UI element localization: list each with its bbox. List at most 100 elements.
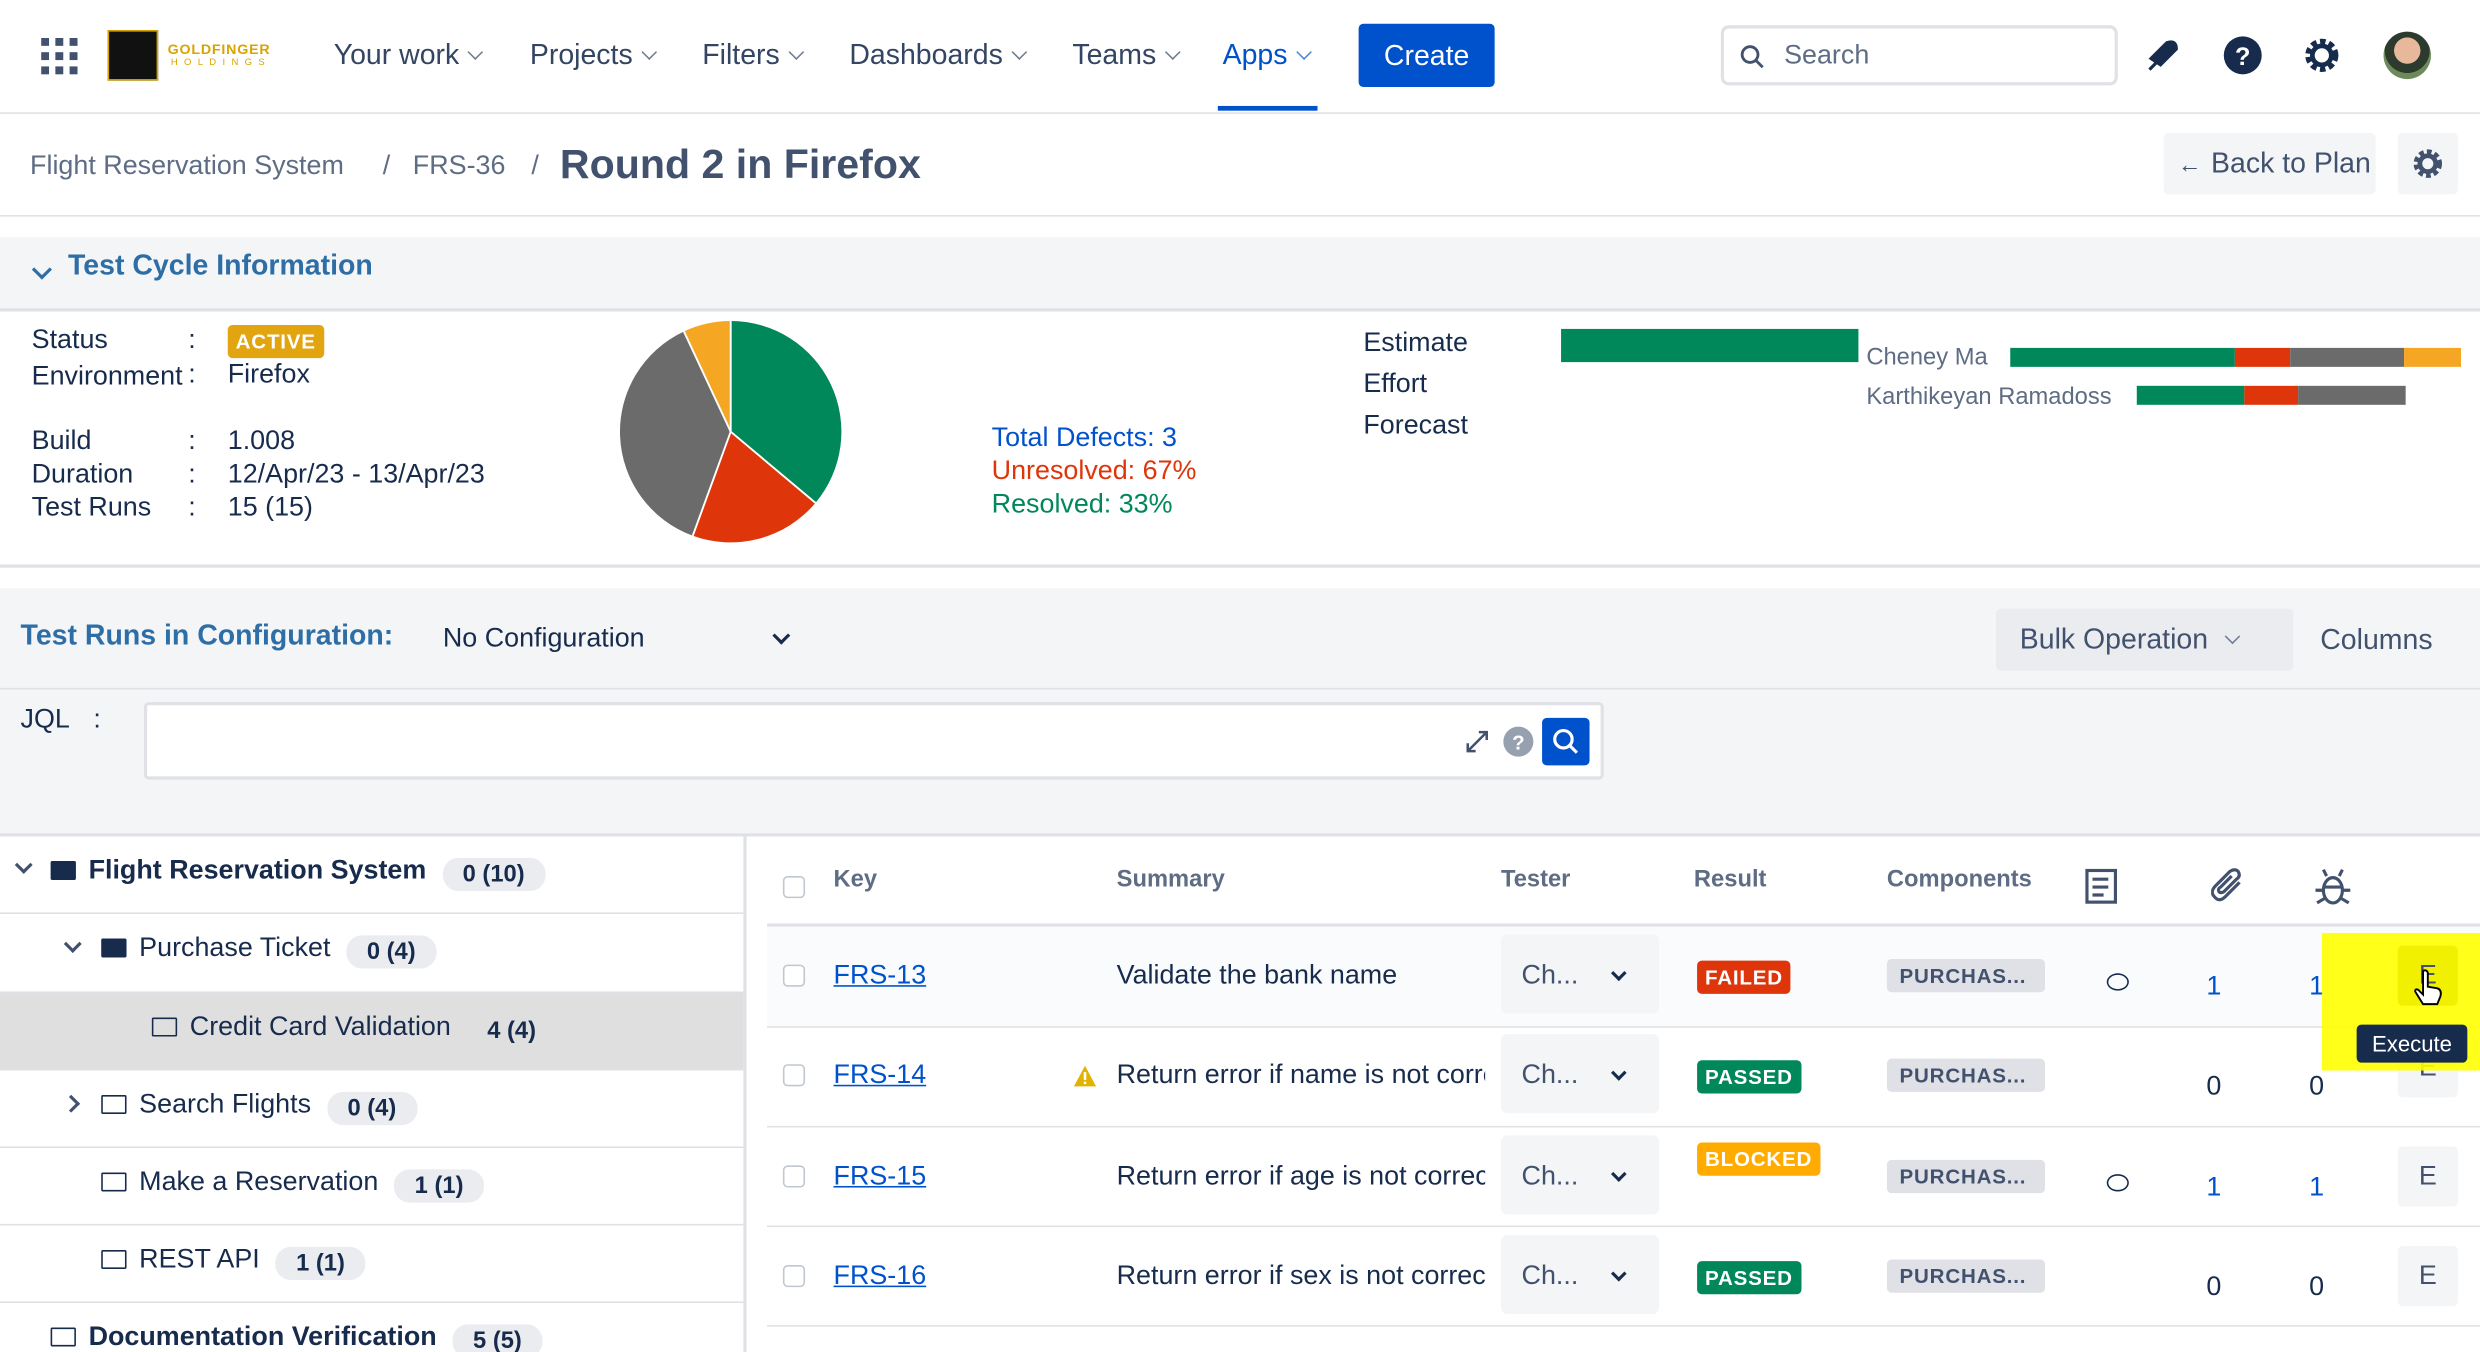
logo-mark xyxy=(107,30,159,81)
avatar[interactable] xyxy=(2383,31,2431,80)
warning-icon xyxy=(1073,1065,1097,1087)
tester-name: Karthikeyan Ramadoss xyxy=(1866,383,2112,411)
component-badge: PURCHAS... xyxy=(1886,1259,2046,1293)
columns-button[interactable]: Columns xyxy=(2320,623,2433,656)
nav-item[interactable]: Teams xyxy=(1072,39,1181,72)
comment-icon[interactable] xyxy=(2106,1174,2129,1192)
defects-unresolved[interactable]: Unresolved: 67% xyxy=(991,455,1197,486)
svg-text:?: ? xyxy=(2235,43,2250,71)
progress-label: Forecast xyxy=(1363,409,1468,440)
defects-total[interactable]: Total Defects: 3 xyxy=(991,422,1178,453)
jql-label: JQL xyxy=(20,703,70,734)
tester-progress-bars xyxy=(2010,347,2462,405)
defect-count[interactable]: 1 xyxy=(2309,1171,2325,1202)
app-switcher[interactable] xyxy=(41,37,79,76)
tree-label: Purchase Ticket xyxy=(139,932,331,963)
divider xyxy=(0,687,2480,690)
nav-item[interactable]: Filters xyxy=(702,39,805,72)
field-separator: : xyxy=(188,358,196,389)
attachment-count[interactable]: 1 xyxy=(2206,1171,2222,1202)
jql-search-button[interactable] xyxy=(1542,717,1590,766)
field-label: Duration xyxy=(31,458,134,489)
section-header xyxy=(0,237,2480,312)
jql-input[interactable] xyxy=(143,702,1604,780)
column-header[interactable]: Key xyxy=(833,865,878,893)
nav-label: Apps xyxy=(1222,38,1288,71)
active-underline xyxy=(1217,105,1318,111)
settings-icon[interactable] xyxy=(2303,36,2341,74)
field-separator: : xyxy=(188,324,196,355)
tree-node[interactable]: Make a Reservation 1 (1) xyxy=(101,1166,485,1203)
defect-count: 0 xyxy=(2309,1271,2325,1302)
row-checkbox[interactable] xyxy=(782,1064,806,1087)
breadcrumb[interactable]: Flight Reservation System xyxy=(30,150,344,181)
section-title[interactable]: Test Cycle Information xyxy=(68,249,373,281)
tree-node[interactable]: REST API 1 (1) xyxy=(101,1244,366,1281)
execute-button[interactable]: E xyxy=(2397,1246,2458,1307)
row-checkbox[interactable] xyxy=(782,964,806,987)
estimate-bar xyxy=(1561,328,1859,363)
issue-key[interactable]: FRS-13 xyxy=(833,959,927,990)
tester-select[interactable] xyxy=(1500,1234,1660,1315)
tree-count: 4 (4) xyxy=(487,1017,536,1045)
column-header[interactable]: Summary xyxy=(1116,865,1225,893)
progress-label: Effort xyxy=(1363,368,1428,399)
field-separator: : xyxy=(188,491,196,522)
execute-button[interactable]: E xyxy=(2397,1146,2458,1207)
status-badge: ACTIVE xyxy=(227,324,324,359)
issue-key[interactable]: FRS-15 xyxy=(833,1160,927,1191)
page-settings-button[interactable] xyxy=(2397,132,2458,195)
tree-node[interactable]: Search Flights 0 (4) xyxy=(101,1089,417,1126)
tree-node[interactable]: Flight Reservation System 0 (10) xyxy=(50,854,546,892)
column-header[interactable]: Tester xyxy=(1500,865,1571,893)
tree-count: 1 (1) xyxy=(394,1169,485,1203)
config-select[interactable]: No Configuration xyxy=(442,623,645,654)
field-value: Firefox xyxy=(227,358,310,389)
nav-item[interactable]: Dashboards xyxy=(849,38,1028,72)
column-header[interactable]: Components xyxy=(1886,865,2032,893)
jql-separator: : xyxy=(93,703,101,734)
tester-select[interactable] xyxy=(1500,1034,1660,1114)
nav-label: Your work xyxy=(333,38,460,71)
tree-label: Flight Reservation System xyxy=(88,854,427,885)
breadcrumb-separator: / xyxy=(382,150,391,181)
tree-node[interactable]: Credit Card Validation 4 (4) xyxy=(151,1011,557,1045)
tree-label: Documentation Verification xyxy=(88,1321,437,1352)
issue-key[interactable]: FRS-16 xyxy=(833,1260,927,1291)
column-header[interactable]: Result xyxy=(1693,865,1767,893)
nav-item-active[interactable]: Apps xyxy=(1222,38,1312,72)
create-button[interactable]: Create xyxy=(1358,23,1495,87)
defects-resolved[interactable]: Resolved: 33% xyxy=(991,488,1173,519)
help-icon[interactable]: ? xyxy=(2222,35,2263,76)
row-checkbox[interactable] xyxy=(782,1165,806,1188)
search-box[interactable]: Search xyxy=(1720,25,2118,86)
defect-count[interactable]: 1 xyxy=(2309,970,2325,1001)
tree-node[interactable]: Purchase Ticket 0 (4) xyxy=(101,932,437,969)
bulk-button[interactable]: Bulk Operation xyxy=(1996,608,2294,671)
attachment-count[interactable]: 1 xyxy=(2206,970,2222,1001)
select-all-checkbox[interactable] xyxy=(782,876,806,899)
tester-value: Ch... xyxy=(1521,1160,1579,1191)
tester-select[interactable] xyxy=(1500,934,1660,1014)
nav-label: Dashboards xyxy=(849,38,1003,71)
expand-icon[interactable] xyxy=(1465,729,1490,754)
field-value: 12/Apr/23 - 13/Apr/23 xyxy=(227,458,485,489)
component-badge: PURCHAS... xyxy=(1886,1058,2046,1092)
field-value: 1.008 xyxy=(227,425,296,456)
notifications-icon[interactable] xyxy=(2145,36,2183,74)
config-label: Test Runs in Configuration: xyxy=(20,619,394,651)
field-label: Build xyxy=(31,425,92,456)
breadcrumb[interactable]: FRS-36 xyxy=(412,150,506,181)
jql-help-icon[interactable]: ? xyxy=(1503,726,1535,758)
attachments-column-icon xyxy=(2211,868,2241,902)
issue-key[interactable]: FRS-14 xyxy=(833,1059,927,1090)
nav-item[interactable]: Projects xyxy=(530,39,658,72)
cursor xyxy=(2414,969,2442,1006)
nav-item[interactable]: Your work xyxy=(333,38,484,72)
tree-node[interactable]: Documentation Verification 5 (5) xyxy=(50,1321,543,1352)
breadcrumb-separator: / xyxy=(531,150,539,181)
comment-icon[interactable] xyxy=(2106,973,2129,991)
tester-select[interactable] xyxy=(1500,1135,1660,1215)
row-checkbox[interactable] xyxy=(782,1265,806,1288)
back-button[interactable]: ← Back to Plan xyxy=(2163,132,2376,195)
